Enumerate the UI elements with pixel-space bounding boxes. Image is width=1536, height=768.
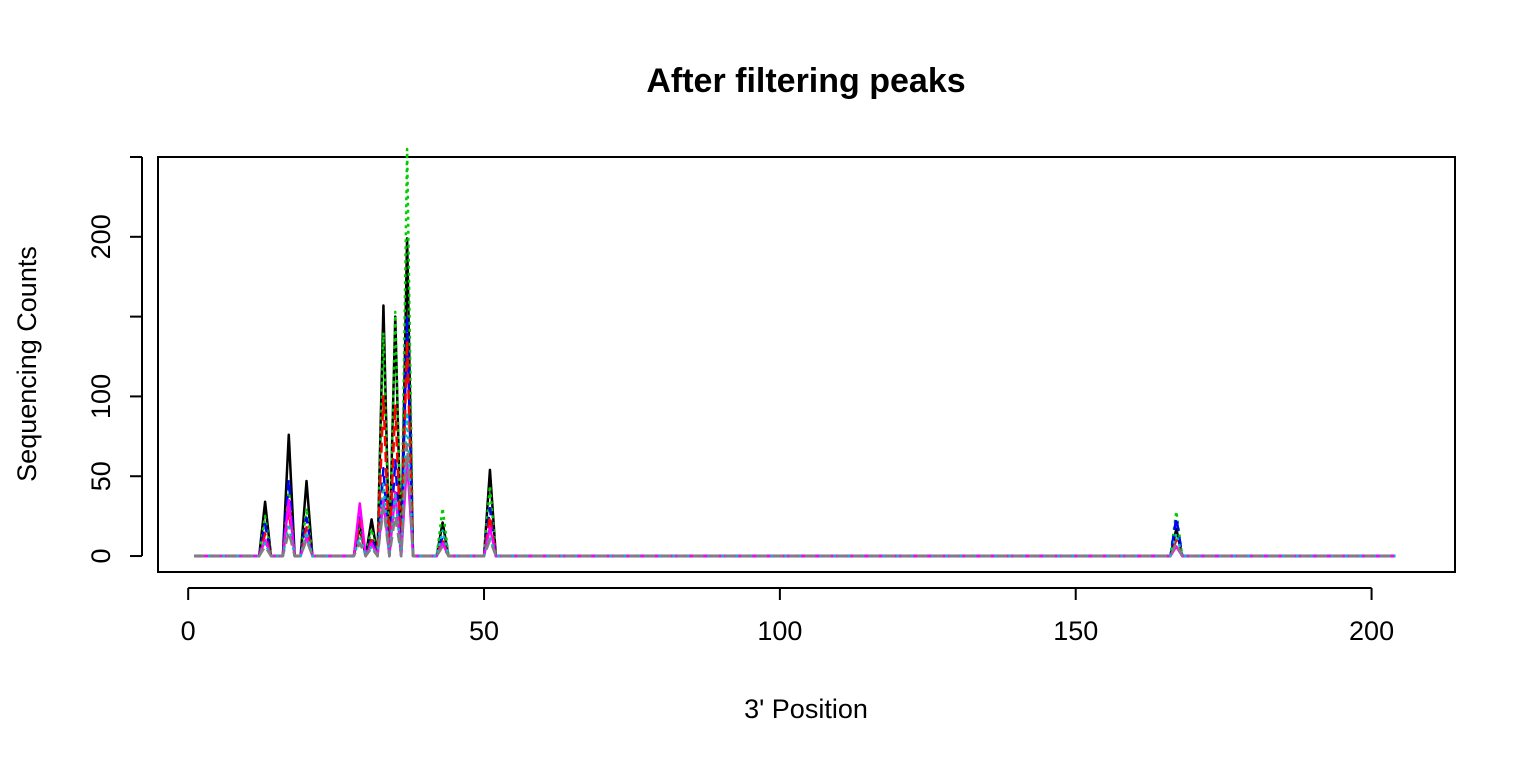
series-line-1 [194,237,1396,558]
chart-title: After filtering peaks [646,62,965,100]
x-tick-label: 50 [469,616,499,646]
y-axis-label: Sequencing Counts [12,246,42,482]
series-line-7 [194,443,1396,558]
series-line-3 [194,315,1396,558]
x-tick-label: 100 [757,616,802,646]
x-tick-label: 200 [1349,616,1394,646]
series-layer [194,147,1396,558]
y-tick-label: 50 [86,461,116,491]
y-tick-label: 100 [86,374,116,419]
y-tick-label: 0 [86,549,116,564]
y-axis: 0 50 100 200 [86,156,143,564]
plot-frame [157,156,1456,573]
series-line-2 [194,147,1396,558]
x-tick-label: 150 [1053,616,1098,646]
y-tick-label: 200 [86,214,116,259]
x-axis: 0 50 100 150 200 [181,587,1394,646]
x-tick-label: 0 [181,616,196,646]
series-line-4 [194,339,1396,558]
x-axis-label: 3' Position [744,694,868,724]
